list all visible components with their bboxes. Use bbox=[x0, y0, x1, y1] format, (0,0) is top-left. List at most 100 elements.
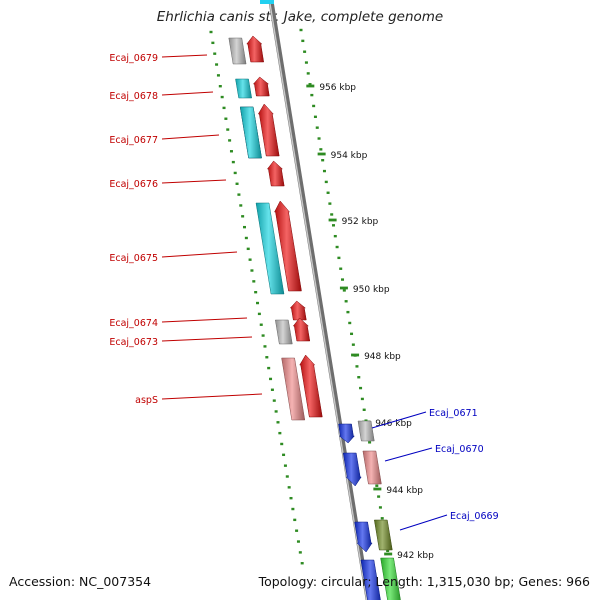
major-tick bbox=[317, 152, 326, 156]
left-track-dash bbox=[265, 356, 269, 359]
right-track-dash bbox=[317, 137, 321, 140]
leader-line bbox=[161, 54, 208, 58]
left-track-dash bbox=[295, 529, 299, 532]
right-track-dash bbox=[375, 484, 379, 487]
left-track-dash bbox=[270, 388, 274, 391]
gene-label: Ecaj_0674 bbox=[109, 318, 158, 329]
gene-arrow bbox=[357, 420, 375, 442]
left-track-dash bbox=[269, 377, 273, 381]
left-track-dash bbox=[235, 182, 239, 185]
right-track-dash bbox=[359, 386, 363, 390]
left-track-dash bbox=[242, 225, 246, 229]
kbp-tick-label: 948 kbp bbox=[364, 352, 401, 362]
right-track-dash bbox=[303, 50, 307, 53]
right-track-dash bbox=[301, 39, 305, 43]
right-track-dash bbox=[308, 83, 312, 86]
right-track-dash bbox=[377, 495, 381, 498]
left-track-dash bbox=[276, 421, 280, 424]
gene-arrow bbox=[374, 519, 393, 551]
left-track-dash bbox=[280, 442, 284, 446]
right-track-dash bbox=[321, 159, 325, 162]
right-track-dash bbox=[306, 72, 310, 75]
left-track-dash bbox=[298, 551, 302, 554]
gene-arrow bbox=[354, 521, 373, 553]
backbone-highlight bbox=[268, 0, 368, 600]
right-track-dash bbox=[350, 332, 354, 336]
left-track-dash bbox=[209, 30, 213, 34]
right-track-dash bbox=[326, 191, 330, 194]
right-track-dash bbox=[368, 441, 372, 444]
leader-line bbox=[161, 251, 238, 258]
left-track-dash bbox=[226, 128, 230, 131]
gene-arrow bbox=[252, 76, 270, 97]
right-track-dash bbox=[312, 104, 316, 108]
label-leaders bbox=[161, 54, 448, 531]
left-track-dash bbox=[244, 236, 248, 240]
major-tick bbox=[384, 552, 393, 556]
gene-arrow bbox=[228, 37, 247, 65]
map-title: Ehrlichia canis str. Jake, complete geno… bbox=[156, 9, 444, 25]
leader-line bbox=[384, 447, 433, 462]
right-track-dash bbox=[378, 506, 382, 509]
right-track-dash bbox=[330, 213, 334, 216]
right-track-dash bbox=[324, 180, 328, 184]
top-feature bbox=[260, 0, 274, 4]
left-track-dash bbox=[224, 117, 228, 120]
left-track-dash bbox=[254, 290, 258, 294]
left-track-dash bbox=[239, 204, 243, 207]
right-track-dash bbox=[380, 517, 384, 520]
left-track-dash bbox=[272, 399, 276, 402]
gene-label: aspS bbox=[135, 395, 158, 406]
right-track-dash bbox=[315, 126, 319, 129]
left-track-dash bbox=[250, 269, 254, 272]
right-track-dash bbox=[342, 289, 346, 292]
genome-backbone bbox=[260, 0, 371, 600]
left-track-dash bbox=[233, 171, 237, 175]
gene-label: Ecaj_0675 bbox=[109, 253, 158, 264]
gene-arrow bbox=[281, 357, 306, 421]
right-track-dash bbox=[313, 115, 317, 119]
kbp-tick-label: 942 kbp bbox=[397, 551, 434, 561]
right-track-dash bbox=[362, 408, 366, 411]
left-track-dash bbox=[231, 160, 235, 164]
left-track-dash bbox=[248, 258, 252, 261]
right-track-dash bbox=[337, 256, 341, 260]
left-track-dash bbox=[300, 562, 304, 565]
left-track-dash bbox=[293, 518, 297, 522]
kbp-tick-label: 956 kbp bbox=[319, 83, 356, 93]
right-track-dash bbox=[348, 321, 352, 325]
left-track-dash bbox=[213, 52, 217, 55]
right-track-dash bbox=[386, 549, 390, 553]
left-track-dash bbox=[252, 280, 256, 283]
kbp-tick-labels: 956 kbp 954 kbp 952 kbp 950 kbp 948 kbp 946 k… bbox=[319, 83, 434, 561]
kbp-tick-label: 950 kbp bbox=[353, 285, 390, 295]
left-track-dash bbox=[246, 247, 250, 251]
left-track-dash bbox=[274, 410, 278, 413]
gene-label: Ecaj_0676 bbox=[109, 179, 158, 190]
gene-arrow bbox=[246, 35, 264, 63]
gene-arrow bbox=[338, 423, 355, 444]
right-track-dash bbox=[319, 148, 323, 151]
left-track-dash bbox=[283, 464, 287, 467]
leader-line bbox=[161, 336, 253, 342]
left-track-dash bbox=[211, 41, 215, 45]
left-track-dash bbox=[287, 486, 291, 489]
gene-label: Ecaj_0679 bbox=[109, 53, 158, 64]
leader-line bbox=[371, 411, 427, 429]
major-tick bbox=[339, 286, 348, 290]
major-tick bbox=[306, 84, 315, 88]
right-track-dash bbox=[357, 376, 361, 379]
right-track-dash bbox=[310, 93, 314, 97]
leader-line bbox=[161, 393, 263, 400]
left-track-dash bbox=[267, 366, 271, 370]
gene-arrow bbox=[255, 202, 285, 295]
left-track-dash bbox=[291, 507, 295, 511]
right-track-dash bbox=[304, 61, 308, 64]
right-track-dash bbox=[299, 28, 303, 32]
left-track-dash bbox=[289, 496, 293, 500]
leader-line bbox=[161, 134, 220, 140]
gene-labels: Ecaj_0679 Ecaj_0678 Ecaj_0677 Ecaj_0676 Ecaj… bbox=[109, 53, 498, 522]
left-track-dash bbox=[228, 139, 232, 142]
right-track-dash bbox=[346, 310, 350, 314]
